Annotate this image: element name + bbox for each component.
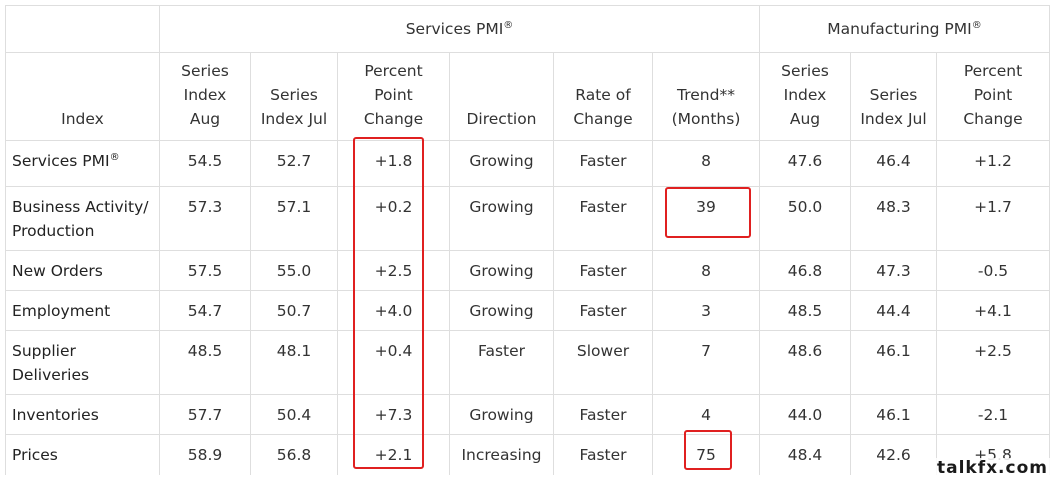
cell-direction: Growing — [449, 140, 554, 187]
row-label: Employment — [5, 290, 160, 331]
cell-rate-of-change: Faster — [553, 250, 653, 291]
row-label: Prices — [5, 434, 160, 475]
cell-mfg-series-aug: 44.0 — [759, 394, 851, 435]
cell-series-jul: 55.0 — [250, 250, 338, 291]
cell-series-aug: 57.5 — [159, 250, 251, 291]
cell-percent-change: +1.8 — [337, 140, 450, 187]
watermark: talkfx.com — [934, 458, 1050, 478]
column-header-rate-of-change: Rate of Change — [553, 52, 653, 141]
cell-rate-of-change: Faster — [553, 394, 653, 435]
cell-mfg-series-aug: 47.6 — [759, 140, 851, 187]
header-empty-corner — [5, 5, 160, 53]
cell-mfg-series-aug: 48.4 — [759, 434, 851, 475]
cell-direction: Increasing — [449, 434, 554, 475]
cell-mfg-percent-change: -2.1 — [936, 394, 1050, 435]
cell-series-jul: 48.1 — [250, 330, 338, 395]
cell-direction: Faster — [449, 330, 554, 395]
cell-direction: Growing — [449, 394, 554, 435]
cell-direction: Growing — [449, 250, 554, 291]
row-label: Supplier Deliveries — [5, 330, 160, 395]
column-header-index: Index — [5, 52, 160, 141]
cell-mfg-series-aug: 48.6 — [759, 330, 851, 395]
cell-series-aug: 54.5 — [159, 140, 251, 187]
services-pmi-group-header: Services PMI® — [159, 5, 760, 53]
cell-mfg-series-jul: 44.4 — [850, 290, 937, 331]
cell-trend: 3 — [652, 290, 760, 331]
cell-series-jul: 57.1 — [250, 186, 338, 251]
cell-rate-of-change: Faster — [553, 434, 653, 475]
cell-mfg-series-aug: 50.0 — [759, 186, 851, 251]
column-header-mfg-percent-change: Percent Point Change — [936, 52, 1050, 141]
cell-mfg-percent-change: +4.1 — [936, 290, 1050, 331]
cell-mfg-series-jul: 47.3 — [850, 250, 937, 291]
cell-series-jul: 56.8 — [250, 434, 338, 475]
cell-trend: 4 — [652, 394, 760, 435]
cell-percent-change: +0.4 — [337, 330, 450, 395]
cell-percent-change: +2.5 — [337, 250, 450, 291]
table-row: Prices 58.9 56.8 +2.1 Increasing Faster … — [5, 434, 1050, 475]
cell-trend: 8 — [652, 140, 760, 187]
cell-mfg-series-jul: 46.4 — [850, 140, 937, 187]
cell-mfg-series-aug: 48.5 — [759, 290, 851, 331]
cell-rate-of-change: Faster — [553, 186, 653, 251]
pmi-comparison-table: Services PMI® Manufacturing PMI® Index S… — [5, 5, 1050, 475]
cell-mfg-series-jul: 48.3 — [850, 186, 937, 251]
column-header-mfg-series-jul: Series Index Jul — [850, 52, 937, 141]
cell-mfg-series-jul: 42.6 — [850, 434, 937, 475]
cell-trend: 39 — [652, 186, 760, 251]
cell-trend: 7 — [652, 330, 760, 395]
cell-series-aug: 48.5 — [159, 330, 251, 395]
cell-series-jul: 50.4 — [250, 394, 338, 435]
cell-mfg-percent-change: +2.5 — [936, 330, 1050, 395]
cell-series-aug: 57.7 — [159, 394, 251, 435]
cell-series-aug: 58.9 — [159, 434, 251, 475]
column-header-series-jul: Series Index Jul — [250, 52, 338, 141]
table-row: Services PMI® 54.5 52.7 +1.8 Growing Fas… — [5, 140, 1050, 187]
column-header-direction: Direction — [449, 52, 554, 141]
cell-mfg-series-jul: 46.1 — [850, 330, 937, 395]
cell-mfg-percent-change: +1.2 — [936, 140, 1050, 187]
cell-mfg-percent-change: -0.5 — [936, 250, 1050, 291]
cell-mfg-series-aug: 46.8 — [759, 250, 851, 291]
cell-mfg-percent-change: +1.7 — [936, 186, 1050, 251]
column-header-trend: Trend** (Months) — [652, 52, 760, 141]
row-label: Business Activity/ Production — [5, 186, 160, 251]
cell-rate-of-change: Faster — [553, 290, 653, 331]
cell-percent-change: +0.2 — [337, 186, 450, 251]
row-label: New Orders — [5, 250, 160, 291]
cell-direction: Growing — [449, 186, 554, 251]
table-row: Business Activity/ Production 57.3 57.1 … — [5, 186, 1050, 251]
cell-series-jul: 50.7 — [250, 290, 338, 331]
cell-trend: 75 — [652, 434, 760, 475]
cell-rate-of-change: Faster — [553, 140, 653, 187]
cell-rate-of-change: Slower — [553, 330, 653, 395]
table-row: Inventories 57.7 50.4 +7.3 Growing Faste… — [5, 394, 1050, 435]
cell-mfg-series-jul: 46.1 — [850, 394, 937, 435]
cell-direction: Growing — [449, 290, 554, 331]
cell-percent-change: +7.3 — [337, 394, 450, 435]
column-header-mfg-series-aug: Series Index Aug — [759, 52, 851, 141]
cell-percent-change: +4.0 — [337, 290, 450, 331]
table-row: Employment 54.7 50.7 +4.0 Growing Faster… — [5, 290, 1050, 331]
row-label: Inventories — [5, 394, 160, 435]
column-header-percent-change: Percent Point Change — [337, 52, 450, 141]
table-row: New Orders 57.5 55.0 +2.5 Growing Faster… — [5, 250, 1050, 291]
cell-trend: 8 — [652, 250, 760, 291]
row-label: Services PMI® — [5, 140, 160, 187]
manufacturing-pmi-group-header: Manufacturing PMI® — [759, 5, 1050, 53]
cell-percent-change: +2.1 — [337, 434, 450, 475]
cell-series-jul: 52.7 — [250, 140, 338, 187]
cell-series-aug: 54.7 — [159, 290, 251, 331]
table-row: Supplier Deliveries 48.5 48.1 +0.4 Faste… — [5, 330, 1050, 395]
cell-series-aug: 57.3 — [159, 186, 251, 251]
column-header-series-aug: Series Index Aug — [159, 52, 251, 141]
